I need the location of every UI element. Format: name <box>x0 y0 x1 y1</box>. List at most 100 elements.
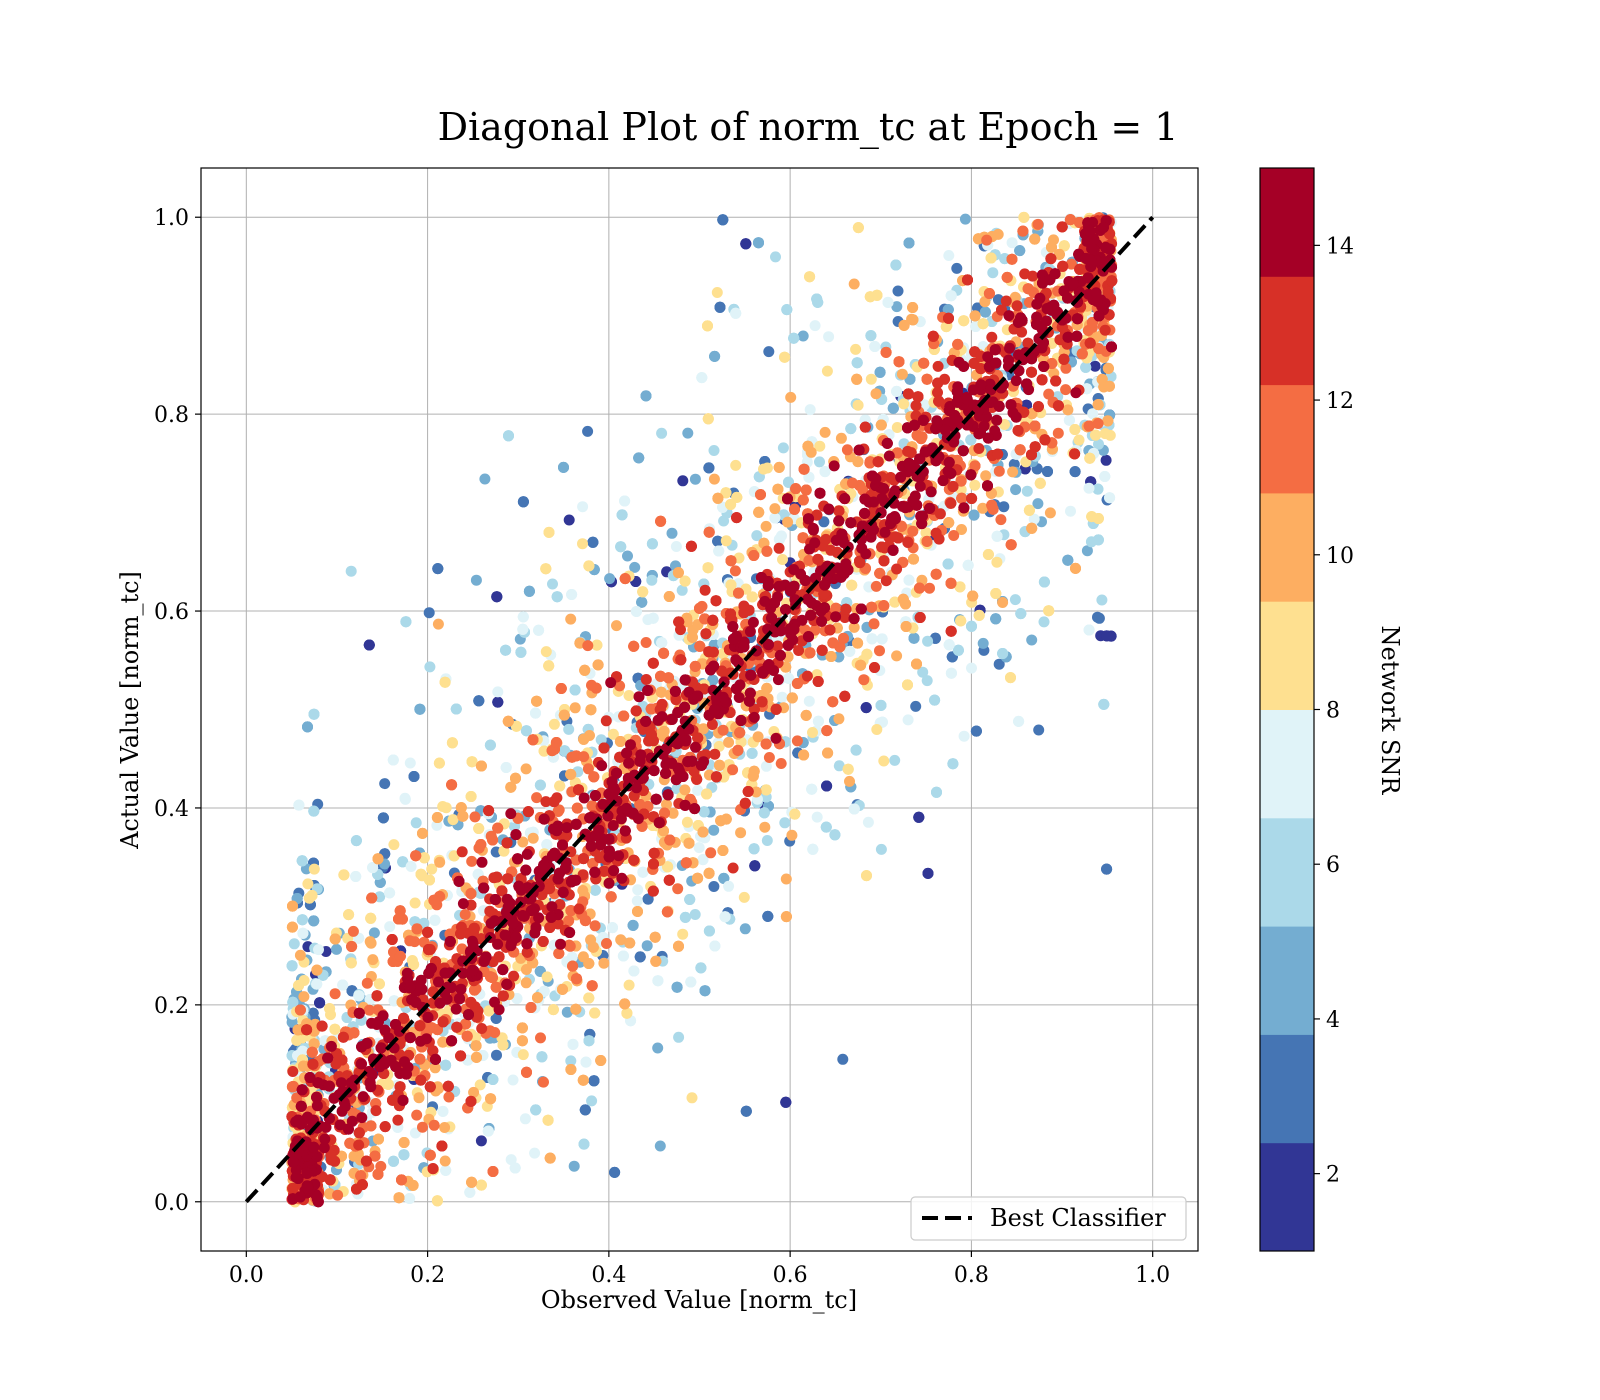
scatter-point <box>753 506 765 518</box>
scatter-point <box>977 637 989 649</box>
scatter-point <box>532 992 543 1004</box>
scatter-point <box>962 559 974 571</box>
scatter-point <box>520 725 532 737</box>
scatter-point <box>540 563 552 575</box>
scatter-point <box>1069 424 1081 435</box>
scatter-point <box>1010 484 1022 496</box>
scatter-point <box>288 938 300 950</box>
scatter-point <box>302 878 314 890</box>
scatter-point <box>1080 361 1092 373</box>
scatter-point <box>313 944 324 956</box>
scatter-point <box>475 760 487 772</box>
scatter-point <box>547 578 558 590</box>
scatter-point <box>707 674 719 686</box>
scatter-point <box>663 672 674 684</box>
scatter-point <box>388 839 400 851</box>
scatter-point <box>409 897 421 909</box>
scatter-point <box>633 452 645 464</box>
scatter-point <box>943 639 955 651</box>
scatter-point <box>709 350 721 362</box>
scatter-point <box>730 459 742 471</box>
scatter-point <box>714 759 725 771</box>
scatter-point <box>408 771 420 782</box>
scatter-point <box>446 779 458 791</box>
scatter-point <box>747 770 759 782</box>
scatter-point <box>749 860 761 872</box>
chart-title: Diagonal Plot of norm_tc at Epoch = 1 <box>438 105 1179 150</box>
scatter-point <box>582 425 594 437</box>
scatter-point <box>1101 863 1113 875</box>
scatter-point <box>788 332 800 344</box>
scatter-point <box>865 330 877 342</box>
scatter-point <box>683 837 695 849</box>
scatter-point <box>440 1164 452 1176</box>
scatter-point <box>658 647 670 659</box>
scatter-point <box>870 388 882 400</box>
scatter-point <box>800 709 812 721</box>
scatter-point <box>585 704 597 716</box>
scatter-point <box>945 290 957 302</box>
scatter-point <box>781 304 793 316</box>
scatter-point <box>833 760 845 772</box>
scatter-point <box>1005 672 1016 684</box>
scatter-point <box>484 739 496 751</box>
scatter-point <box>399 793 411 805</box>
scatter-point <box>769 512 781 524</box>
scatter-point <box>902 679 913 691</box>
scatter-point <box>780 1096 792 1108</box>
scatter-point <box>829 829 841 841</box>
scatter-point <box>991 530 1003 542</box>
scatter-point <box>896 368 908 380</box>
scatter-point <box>1101 630 1113 642</box>
scatter-point <box>520 763 532 775</box>
scatter-point <box>517 623 529 635</box>
scatter-point <box>492 696 504 708</box>
scatter-point <box>1069 466 1081 478</box>
scatter-point <box>523 585 535 597</box>
scatter-point <box>861 870 872 882</box>
scatter-point <box>382 1078 394 1090</box>
scatter-point <box>738 891 750 903</box>
scatter-point <box>615 541 627 553</box>
scatter-point <box>708 445 720 456</box>
scatter-point <box>517 1049 529 1061</box>
scatter-point <box>1100 454 1112 466</box>
scatter-point <box>621 1007 633 1019</box>
scatter-point <box>666 527 678 539</box>
scatter-point <box>388 1155 399 1167</box>
scatter-point <box>579 664 591 676</box>
scatter-point <box>637 586 649 598</box>
scatter-point <box>538 1076 549 1088</box>
scatter-point <box>1104 429 1116 441</box>
scatter-point <box>404 757 416 769</box>
scatter-point <box>578 1138 590 1150</box>
scatter-point <box>1038 616 1050 628</box>
scatter-point <box>601 938 612 949</box>
scatter-point <box>789 808 801 820</box>
scatter-point <box>491 591 503 603</box>
scatter-point <box>990 588 1002 599</box>
scatter-point <box>708 473 720 485</box>
scatter-point <box>300 863 312 875</box>
scatter-point <box>842 763 854 775</box>
scatter-point <box>1098 698 1110 710</box>
scatter-point <box>298 1060 309 1072</box>
scatter-point <box>567 1038 579 1050</box>
scatter-point <box>709 940 721 952</box>
scatter-point <box>655 686 667 698</box>
scatter-point <box>1044 507 1056 519</box>
scatter-point <box>365 912 377 924</box>
scatter-point <box>1084 452 1096 464</box>
scatter-point <box>758 463 769 475</box>
scatter-point <box>692 872 704 884</box>
scatter-point <box>417 827 428 839</box>
scatter-point <box>366 892 378 904</box>
scatter-point <box>505 1154 517 1166</box>
scatter-point <box>746 591 758 603</box>
scatter-point <box>509 1162 521 1174</box>
scatter-point <box>559 745 571 757</box>
scatter-point <box>696 372 708 384</box>
scatter-point <box>517 496 529 508</box>
scatter-point <box>773 461 785 473</box>
scatter-point <box>570 1003 582 1015</box>
